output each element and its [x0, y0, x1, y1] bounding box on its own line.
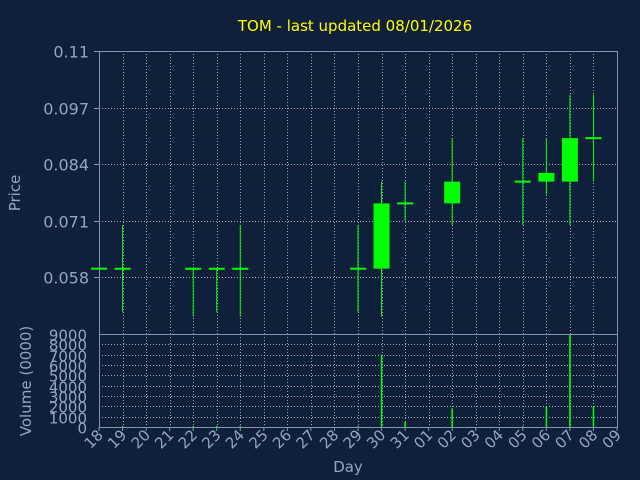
volume-bar-30	[380, 354, 383, 427]
price-y-tick-label: 0.058	[43, 269, 89, 288]
candle-07	[561, 94, 578, 226]
candle-31	[397, 181, 414, 221]
price-y-tick-label: 0.097	[43, 100, 89, 119]
candle-08	[585, 94, 602, 182]
volume-bars	[121, 334, 595, 427]
volume-bar-22	[192, 425, 194, 427]
volume-y-tick-label: 4000	[49, 379, 87, 397]
volume-y-tick-label: 6000	[49, 358, 87, 376]
volume-bar-06	[545, 406, 548, 427]
volume-bar-23	[215, 425, 218, 427]
candle-body	[538, 172, 555, 182]
price-y-tick-label: 0.084	[43, 156, 89, 175]
volume-bar-07	[569, 334, 571, 427]
volume-bar-29	[357, 425, 359, 427]
price-y-ticks: 0.11 0.097 0.084 0.071 0.058	[43, 43, 99, 288]
candle-23	[208, 267, 225, 313]
candle-29	[350, 225, 366, 313]
candle-24	[232, 225, 249, 317]
candle-19	[114, 225, 131, 313]
price-y-axis-label: Price	[6, 175, 24, 212]
volume-bar-02	[451, 408, 453, 427]
volume-bar-31	[404, 421, 406, 427]
volume-bar-19	[121, 425, 124, 427]
price-y-tick-label: 0.11	[53, 43, 89, 62]
candle-body	[561, 138, 578, 182]
candle-22	[185, 267, 202, 317]
volume-bar-24	[239, 425, 242, 427]
candle-body	[373, 203, 390, 269]
candle-02	[444, 138, 461, 226]
volume-bar-05	[522, 425, 524, 427]
volume-y-tick-label: 1000	[49, 410, 87, 428]
candle-30	[373, 181, 390, 317]
volume-bar-08	[592, 406, 595, 427]
price-y-tick-label: 0.071	[43, 213, 89, 232]
candle-05	[514, 138, 531, 226]
volume-y-tick-label: 0	[77, 420, 87, 438]
x-axis-label: Day	[333, 458, 363, 476]
candle-body	[444, 181, 461, 204]
volume-y-axis-label: Volume (0000)	[17, 326, 35, 436]
volume-y-tick-label: 8000	[49, 337, 87, 355]
volume-y-tick-label: 5000	[49, 368, 87, 386]
price-candles	[91, 94, 602, 317]
x-axis-ticks: 1819202122232425262728293031010203040506…	[81, 426, 625, 452]
volume-y-tick-label: 2000	[49, 399, 87, 417]
volume-y-tick-label: 7000	[49, 348, 87, 366]
volume-y-tick-label: 9000	[49, 327, 87, 345]
chart-title: TOM - last updated 08/01/2026	[237, 17, 472, 35]
volume-y-tick-label: 3000	[49, 389, 87, 407]
candle-06	[538, 138, 555, 195]
